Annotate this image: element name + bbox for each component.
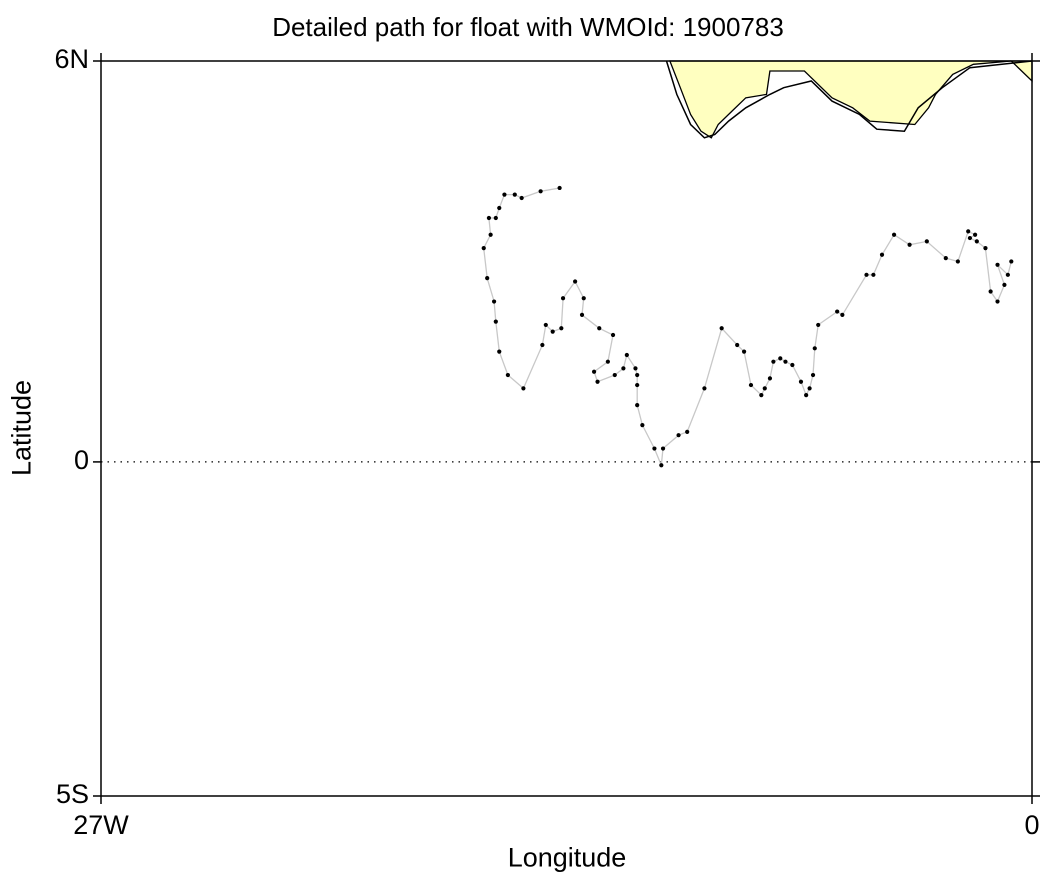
y-tick-label: 5S — [55, 779, 89, 809]
x-axis-label: Longitude — [507, 842, 627, 873]
track-point — [512, 192, 517, 197]
track-point — [835, 309, 840, 314]
land-polygon-1 — [1009, 60, 1033, 83]
track-point — [502, 192, 507, 197]
track-point — [816, 322, 821, 328]
map-frame — [93, 53, 1040, 804]
land-layer — [665, 60, 1033, 139]
track-point — [741, 349, 747, 354]
track-point — [924, 239, 929, 244]
track-point — [624, 352, 629, 358]
track-point — [485, 276, 490, 281]
y-tick-label: 6N — [54, 44, 89, 74]
chart-title: Detailed path for float with WMOId: 1900… — [272, 12, 784, 42]
track-point — [1002, 282, 1007, 287]
track-point — [966, 229, 971, 234]
track-point — [771, 359, 776, 364]
track-point — [497, 349, 502, 354]
track-point — [605, 359, 610, 364]
track-point — [497, 205, 502, 211]
track-point — [557, 185, 562, 191]
land-polygon-0 — [668, 60, 1012, 139]
track-point — [967, 235, 973, 241]
track-point — [879, 252, 885, 257]
track-point — [519, 195, 524, 201]
y-tick-label: 0 — [73, 444, 89, 475]
coastline — [665, 60, 1033, 139]
track-point — [595, 379, 600, 384]
track-point — [538, 189, 543, 194]
track-point — [612, 372, 617, 378]
track-point — [778, 356, 783, 361]
track-point — [1005, 272, 1010, 277]
track-point — [597, 326, 602, 331]
track-point — [635, 372, 640, 378]
track-point — [702, 386, 707, 391]
track-point — [550, 329, 555, 334]
track-point — [543, 322, 548, 328]
track-line — [483, 187, 1012, 466]
track-point — [633, 366, 638, 371]
track-point — [891, 232, 897, 237]
track-point — [973, 232, 978, 237]
track-point — [995, 299, 1000, 304]
track-point — [812, 346, 817, 351]
track-point — [610, 332, 616, 338]
track-point — [988, 289, 993, 294]
track-point — [807, 386, 812, 391]
track-point — [659, 463, 664, 468]
track-point — [676, 433, 681, 438]
track-point — [581, 296, 586, 301]
track-point — [907, 242, 912, 247]
track-point — [652, 446, 657, 451]
track-point — [635, 382, 640, 388]
track-point — [579, 312, 585, 318]
track-point — [783, 359, 788, 364]
track-point — [995, 262, 1000, 267]
track-point — [864, 272, 869, 277]
track-point — [840, 312, 845, 318]
track-point — [1009, 259, 1014, 264]
track-point — [505, 372, 510, 378]
track-point — [767, 376, 773, 381]
track-point — [810, 372, 816, 378]
float-track — [483, 187, 1012, 466]
track-point — [974, 239, 979, 244]
track-point — [871, 272, 876, 277]
track-point — [621, 366, 626, 371]
track-point — [493, 319, 498, 324]
track-point — [493, 215, 498, 221]
track-point — [759, 392, 764, 398]
track-point — [488, 232, 493, 237]
track-point — [804, 392, 809, 398]
track-point — [943, 256, 948, 261]
track-point — [719, 326, 724, 331]
track-point — [790, 362, 795, 368]
track-point — [660, 446, 666, 451]
track-point — [521, 386, 526, 391]
float-positions — [481, 185, 1014, 468]
track-point — [640, 423, 645, 428]
track-point — [762, 386, 767, 391]
x-tick-label: 0 — [1024, 810, 1040, 840]
track-point — [635, 403, 640, 408]
track-point — [685, 429, 690, 434]
track-point — [540, 342, 545, 348]
track-point — [735, 342, 740, 348]
x-tick-label: 27W — [73, 810, 129, 840]
track-point — [486, 215, 492, 221]
track-point — [955, 259, 960, 264]
y-axis-label: Latitude — [6, 379, 37, 477]
track-point — [591, 369, 597, 374]
track-point — [983, 245, 988, 251]
track-point — [559, 326, 564, 331]
track-point — [573, 279, 578, 284]
track-point — [491, 299, 497, 304]
track-point — [481, 245, 486, 251]
track-point — [560, 296, 566, 301]
track-point — [798, 379, 804, 384]
track-point — [748, 382, 754, 388]
